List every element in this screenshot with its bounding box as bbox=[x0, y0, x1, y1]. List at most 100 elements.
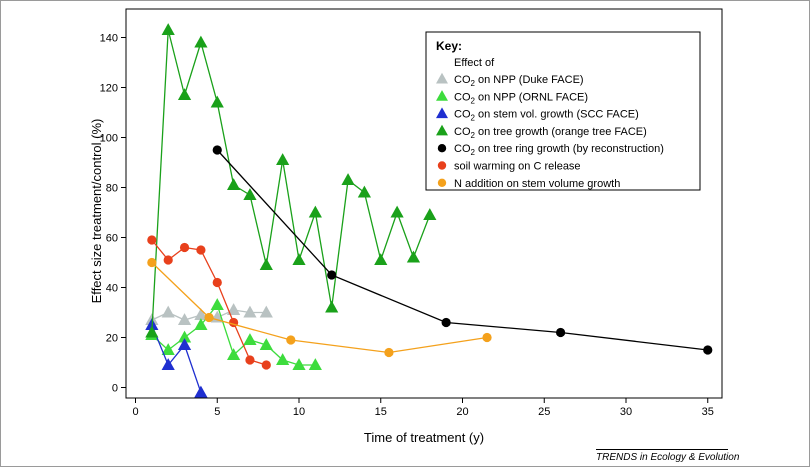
data-point bbox=[259, 258, 273, 270]
data-point bbox=[441, 317, 451, 328]
legend-label: N addition on stem volume growth bbox=[454, 178, 620, 190]
y-tick-label: 60 bbox=[106, 233, 118, 245]
series bbox=[145, 318, 208, 398]
x-axis-label: Time of treatment (y) bbox=[364, 430, 484, 445]
legend-marker bbox=[436, 124, 448, 136]
series-line bbox=[151, 29, 431, 333]
data-point bbox=[196, 245, 206, 255]
data-point bbox=[177, 338, 192, 350]
legend-label: CO2 on tree ring growth (by reconstructi… bbox=[454, 143, 664, 157]
legend-marker bbox=[436, 90, 448, 101]
data-point bbox=[384, 347, 394, 358]
x-tick-label: 35 bbox=[702, 406, 714, 418]
y-tick-label: 40 bbox=[106, 283, 118, 295]
series bbox=[147, 235, 271, 370]
y-tick-label: 120 bbox=[100, 83, 118, 95]
data-point bbox=[163, 255, 173, 265]
data-point bbox=[245, 355, 255, 365]
data-point bbox=[194, 308, 208, 320]
data-point bbox=[276, 153, 290, 165]
data-point bbox=[374, 253, 388, 265]
legend-entry: CO2 on NPP (ORNL FACE) bbox=[436, 90, 588, 105]
y-tick-label: 80 bbox=[106, 183, 118, 195]
legend-entry: soil warming on C release bbox=[437, 161, 581, 173]
legend-marker bbox=[437, 161, 447, 170]
x-tick-label: 5 bbox=[214, 406, 220, 418]
data-point bbox=[161, 343, 175, 355]
x-tick-label: 20 bbox=[456, 406, 468, 418]
y-tick-label: 20 bbox=[106, 333, 118, 345]
data-point bbox=[423, 208, 437, 220]
legend-label: CO2 on tree growth (orange tree FACE) bbox=[454, 126, 647, 140]
series bbox=[147, 257, 492, 358]
series-line bbox=[151, 324, 202, 393]
y-tick-label: 100 bbox=[100, 133, 118, 145]
data-point bbox=[292, 253, 306, 265]
data-point bbox=[177, 313, 192, 325]
data-point bbox=[161, 305, 175, 318]
data-point bbox=[261, 360, 271, 370]
x-tick-label: 15 bbox=[375, 406, 387, 418]
data-point bbox=[177, 330, 192, 343]
y-tick-label: 140 bbox=[100, 33, 118, 45]
x-tick-label: 30 bbox=[620, 406, 632, 418]
data-point bbox=[308, 205, 322, 218]
data-point bbox=[555, 327, 566, 338]
x-tick-label: 0 bbox=[132, 406, 138, 418]
legend-label: CO2 on NPP (Duke FACE) bbox=[454, 74, 584, 88]
data-point bbox=[482, 332, 492, 343]
data-point bbox=[259, 338, 273, 350]
legend-entry: CO2 on tree growth (orange tree FACE) bbox=[436, 124, 647, 140]
data-point bbox=[357, 185, 371, 198]
plot-area bbox=[145, 23, 713, 398]
data-point bbox=[194, 35, 208, 48]
y-axis-label: Effect size treatment/control (%) bbox=[89, 119, 104, 304]
data-point bbox=[325, 300, 339, 313]
journal-credit: TRENDS in Ecology & Evolution bbox=[596, 449, 739, 463]
legend-subtitle: Effect of bbox=[454, 57, 495, 69]
legend-label: CO2 on stem vol. growth (SCC FACE) bbox=[454, 109, 639, 123]
series bbox=[145, 23, 437, 338]
legend-entry: N addition on stem volume growth bbox=[437, 178, 620, 190]
data-point bbox=[194, 318, 208, 330]
data-point bbox=[204, 312, 214, 323]
data-point bbox=[147, 257, 157, 268]
data-point bbox=[179, 242, 190, 253]
series-line bbox=[151, 262, 488, 354]
legend-marker bbox=[436, 107, 448, 119]
plot-border bbox=[125, 8, 723, 399]
data-point bbox=[703, 345, 713, 355]
data-point bbox=[327, 270, 337, 280]
legend-entry: CO2 on NPP (Duke FACE) bbox=[436, 72, 584, 88]
data-point bbox=[145, 325, 159, 338]
data-point bbox=[147, 235, 157, 245]
legend-label: soil warming on C release bbox=[454, 161, 581, 173]
data-point bbox=[227, 178, 241, 190]
data-point bbox=[210, 298, 224, 310]
data-point bbox=[259, 305, 273, 318]
data-point bbox=[286, 335, 296, 345]
x-tick-label: 10 bbox=[293, 406, 305, 418]
axes: 0 5 10 15 20 25 30 35 0 20 40 60 80 100 120 140 bbox=[100, 8, 723, 418]
y-tick-label: 0 bbox=[112, 383, 118, 395]
data-point bbox=[406, 250, 421, 263]
data-point bbox=[341, 173, 355, 185]
data-point bbox=[161, 358, 175, 370]
data-point bbox=[243, 305, 257, 318]
legend: Key: Effect of CO2 on NPP (Duke FACE) CO2 o… bbox=[425, 31, 701, 191]
data-point bbox=[177, 88, 192, 100]
legend-entry: CO2 on tree ring growth (by reconstructi… bbox=[437, 143, 664, 157]
legend-marker bbox=[436, 72, 448, 84]
data-point bbox=[212, 145, 222, 155]
legend-marker bbox=[437, 178, 447, 187]
data-point bbox=[227, 348, 241, 360]
data-point bbox=[276, 353, 290, 365]
data-point bbox=[243, 188, 257, 200]
data-point bbox=[227, 303, 241, 315]
legend-box bbox=[425, 31, 701, 191]
data-point bbox=[210, 95, 224, 108]
data-point bbox=[390, 205, 404, 218]
data-point bbox=[243, 333, 257, 345]
